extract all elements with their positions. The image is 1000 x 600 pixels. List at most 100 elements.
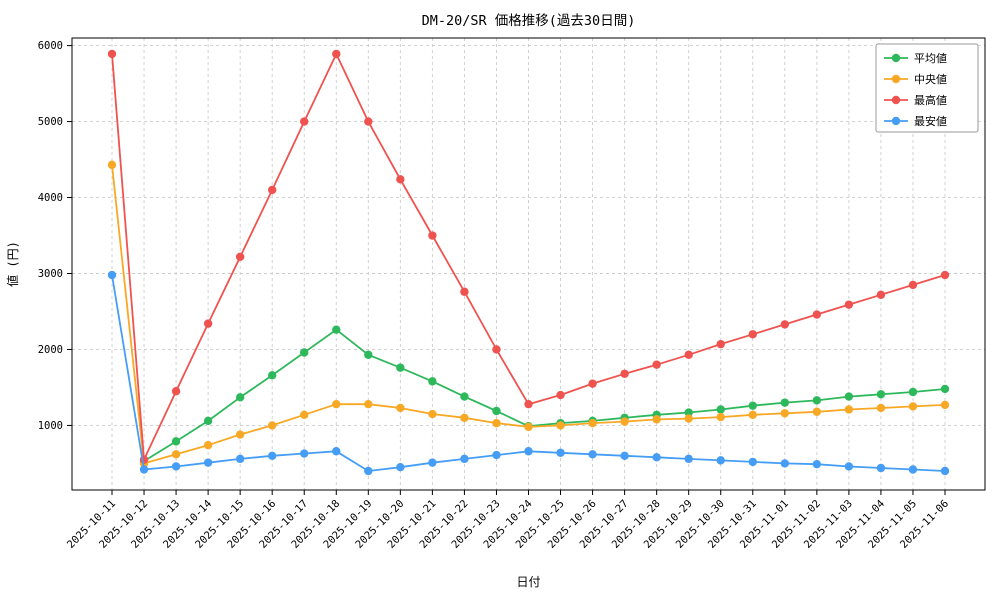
data-point-marker — [428, 409, 437, 419]
data-point-marker — [716, 405, 725, 414]
data-point-marker — [332, 325, 341, 334]
data-point-marker — [171, 387, 181, 396]
data-point-marker — [396, 363, 405, 372]
data-point-marker — [652, 453, 661, 462]
series-平均値 — [139, 325, 950, 466]
data-point-marker — [876, 403, 886, 413]
data-point-marker — [780, 398, 790, 407]
data-point-marker — [844, 405, 854, 414]
data-point-marker — [908, 465, 918, 474]
data-point-marker — [235, 430, 245, 439]
data-point-marker — [684, 454, 693, 464]
data-point-marker — [235, 393, 245, 402]
legend-label: 最高値 — [914, 93, 947, 107]
data-point-marker — [716, 456, 725, 465]
data-point-marker — [107, 270, 117, 280]
data-point-marker — [684, 408, 693, 417]
data-point-marker — [300, 449, 309, 458]
series-中央値 — [107, 160, 950, 468]
data-point-marker — [235, 252, 245, 261]
data-point-marker — [267, 185, 277, 195]
chart-title: DM-20/SR 価格推移(過去30日間) — [422, 13, 636, 29]
data-point-marker — [396, 463, 405, 472]
data-point-marker — [524, 399, 533, 409]
data-point-marker — [171, 450, 181, 459]
legend-box — [875, 43, 979, 133]
data-point-marker — [460, 413, 469, 423]
data-point-marker — [300, 410, 309, 419]
legend-marker-dot — [891, 74, 901, 84]
data-point-marker — [171, 462, 181, 471]
legend-label: 最安値 — [914, 114, 947, 128]
data-point-marker — [748, 330, 757, 339]
data-point-marker — [332, 399, 341, 409]
data-point-marker — [780, 409, 790, 418]
legend-marker-dot — [891, 116, 901, 126]
data-point-marker — [652, 415, 661, 424]
legend-marker-dot — [891, 53, 901, 63]
data-point-marker — [203, 440, 213, 450]
data-point-marker — [716, 339, 725, 349]
y-axis: 1000 2000 3000 4000 5000 6000 — [38, 40, 72, 432]
data-point-marker — [235, 454, 245, 464]
data-point-marker — [460, 392, 469, 401]
data-point-marker — [748, 401, 757, 410]
data-point-marker — [812, 396, 822, 405]
data-point-marker — [428, 231, 437, 240]
data-point-marker — [492, 450, 501, 460]
data-point-marker — [364, 399, 373, 409]
series-line — [143, 328, 946, 462]
data-point-marker — [107, 160, 117, 170]
y-tick-label: 5000 — [38, 116, 63, 128]
data-point-marker — [428, 377, 437, 386]
data-point-marker — [364, 350, 373, 359]
data-point-marker — [267, 421, 277, 430]
data-point-marker — [524, 422, 533, 432]
data-point-marker — [748, 410, 757, 419]
data-point-marker — [940, 466, 950, 476]
data-point-marker — [620, 369, 629, 378]
data-point-marker — [844, 462, 854, 471]
y-tick-label: 6000 — [38, 40, 63, 52]
data-point-marker — [300, 348, 309, 357]
y-tick-label: 1000 — [38, 420, 63, 432]
data-point-marker — [332, 447, 341, 456]
data-point-marker — [556, 421, 565, 430]
x-axis-title: 日付 — [516, 575, 540, 589]
data-point-marker — [396, 175, 405, 184]
data-point-marker — [620, 451, 629, 461]
data-point-marker — [492, 345, 501, 354]
data-point-marker — [620, 417, 629, 426]
data-point-marker — [300, 117, 309, 126]
series-最高値 — [107, 49, 950, 464]
data-point-marker — [428, 458, 437, 467]
data-point-marker — [396, 403, 405, 413]
y-tick-label: 4000 — [38, 192, 63, 204]
data-point-marker — [908, 387, 918, 397]
data-point-marker — [812, 310, 822, 319]
y-tick-label: 3000 — [38, 268, 63, 280]
data-point-marker — [556, 390, 565, 400]
legend-label: 中央値 — [914, 73, 947, 86]
data-point-marker — [780, 459, 790, 468]
data-point-marker — [460, 287, 469, 296]
data-point-marker — [364, 117, 373, 126]
data-point-marker — [844, 300, 854, 309]
data-point-marker — [107, 49, 117, 59]
data-point-marker — [876, 390, 886, 399]
y-axis-title: 値 (円) — [5, 241, 20, 287]
data-point-marker — [844, 392, 854, 401]
data-point-marker — [940, 384, 950, 394]
data-point-marker — [267, 371, 277, 380]
y-tick-label: 2000 — [38, 344, 63, 356]
data-point-marker — [203, 416, 213, 426]
data-point-marker — [716, 412, 725, 422]
data-point-marker — [556, 448, 565, 457]
data-point-marker — [684, 414, 693, 423]
data-point-marker — [492, 418, 501, 428]
data-point-marker — [267, 451, 277, 461]
data-point-marker — [908, 402, 918, 411]
data-point-marker — [203, 458, 213, 467]
